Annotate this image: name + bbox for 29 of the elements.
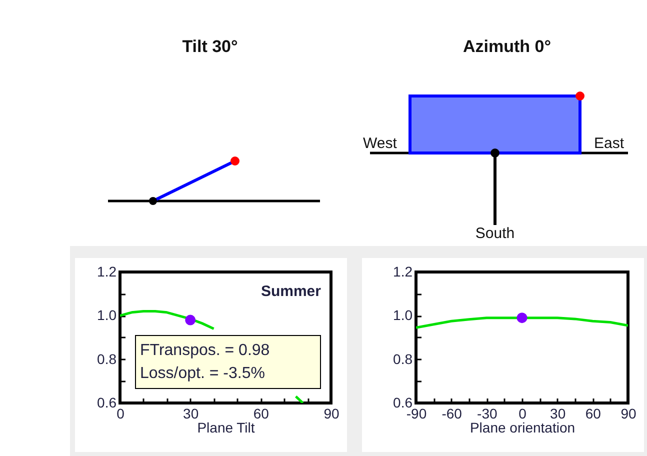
y-tick-label: 0.8 <box>97 350 117 367</box>
x-tick-label: 60 <box>585 406 602 422</box>
text: East <box>594 135 625 152</box>
x-tick-label: 0 <box>116 406 125 422</box>
x-tick-label: 90 <box>324 406 340 422</box>
annotation: Loss/opt. = -3.5% <box>140 364 266 384</box>
text: Tilt 30° <box>182 37 238 56</box>
y-tick-label: 1.0 <box>393 307 413 324</box>
x-tick-label: -60 <box>442 406 462 422</box>
y-tick-label: 1.0 <box>97 307 117 324</box>
x-tick-label: 30 <box>550 406 566 422</box>
text: Azimuth 0° <box>462 37 552 56</box>
x-tick-label: 60 <box>253 406 270 422</box>
y-tick-label: 1.2 <box>97 264 117 280</box>
y-tick-label: 0.6 <box>393 394 413 410</box>
x-axis-title: Plane Tilt <box>197 420 255 436</box>
y-tick-label: 0.8 <box>393 350 413 367</box>
y-tick-label: 1.2 <box>393 264 413 280</box>
text: South <box>475 225 515 242</box>
x-tick-label: 30 <box>183 406 199 422</box>
annotation: Summer <box>260 283 322 300</box>
x-tick-label: -30 <box>477 406 498 422</box>
callout-box: FTranspos. = 0.98 Loss/opt. = -3.5% <box>135 335 321 389</box>
x-tick-label: 0 <box>518 406 527 422</box>
x-tick-label: 90 <box>620 406 636 422</box>
text: West <box>363 135 398 152</box>
x-axis-title: Plane orientation <box>470 420 576 436</box>
y-tick-label: 0.6 <box>97 394 117 410</box>
annotation: FTranspos. = 0.98 <box>140 341 271 361</box>
